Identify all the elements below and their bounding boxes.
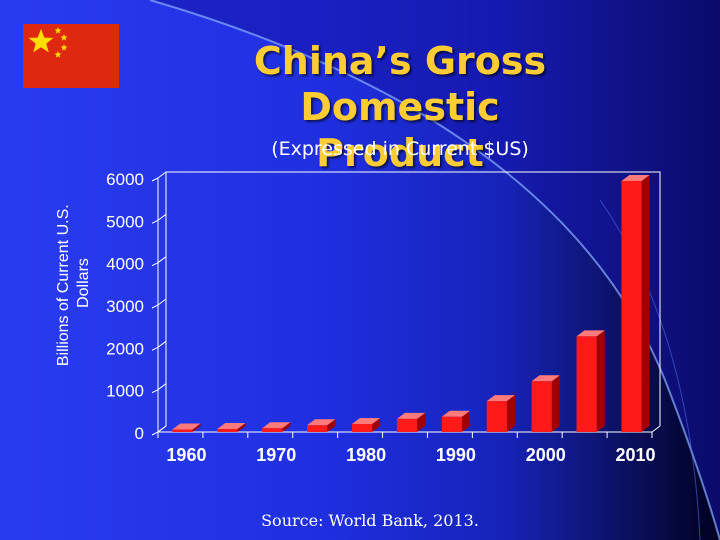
y-tick-label: 1000 <box>106 382 144 401</box>
bar-top <box>531 375 560 382</box>
y-tick-mark <box>151 171 167 182</box>
bar-top <box>262 422 291 429</box>
x-tick-label: 2000 <box>526 445 566 465</box>
x-tick-label: 1990 <box>436 445 476 465</box>
bar <box>531 375 560 432</box>
bar-front <box>621 180 642 432</box>
bar <box>217 423 246 432</box>
x-tick-label: 1970 <box>256 445 296 465</box>
bar <box>262 422 291 432</box>
bar <box>486 395 515 432</box>
bar <box>576 330 605 432</box>
bar-top <box>307 419 336 426</box>
bar-side <box>237 423 246 432</box>
bar-top <box>486 395 515 402</box>
y-tick-label: 3000 <box>106 297 144 316</box>
x-tick-label: 1980 <box>346 445 386 465</box>
bar <box>172 423 201 432</box>
bar-front <box>262 428 283 432</box>
bar-side <box>506 395 515 432</box>
bar-front <box>531 381 552 432</box>
bar <box>441 410 471 432</box>
bar <box>621 174 650 433</box>
y-tick-label: 4000 <box>106 255 144 274</box>
x-tick-label: 1960 <box>166 445 206 465</box>
bar-side <box>327 419 336 432</box>
bar-front <box>486 401 507 432</box>
china-flag-icon <box>23 24 119 88</box>
source-note: Source: World Bank, 2013. <box>261 511 479 530</box>
bar <box>307 419 336 432</box>
x-tick-label: 2010 <box>616 445 656 465</box>
y-tick-label: 2000 <box>106 339 144 358</box>
y-tick-mark <box>151 340 167 351</box>
bar-top <box>217 423 246 430</box>
y-tick-mark <box>151 256 167 267</box>
bar <box>351 417 381 432</box>
bar-front <box>217 429 238 432</box>
slide-title: China’s Gross Domestic Product <box>150 38 650 176</box>
bar-side <box>596 330 605 432</box>
y-tick-mark <box>151 298 167 309</box>
bar-top <box>351 417 381 424</box>
y-tick-label: 0 <box>135 424 144 443</box>
y-tick-label: 5000 <box>106 212 144 231</box>
y-tick-labels: 0 1000 2000 3000 4000 5000 6000 <box>106 170 144 443</box>
bar-front <box>307 425 328 432</box>
y-tick-label: 6000 <box>106 170 144 189</box>
bar-side <box>641 174 650 433</box>
bar-front <box>351 423 373 432</box>
y-axis-label-line-1: Billions of Current U.S. <box>55 204 72 366</box>
bar-side <box>417 412 426 432</box>
y-axis-label-line-2: Dollars <box>75 258 92 308</box>
y-axis-label: Billions of Current U.S. Dollars <box>55 200 92 366</box>
y-tick-mark <box>151 213 167 224</box>
bar <box>396 412 426 432</box>
bar-side <box>282 422 291 432</box>
chart-bars <box>172 174 650 433</box>
bar-top <box>576 330 605 337</box>
title-line-2: Product <box>316 131 484 175</box>
bar-front <box>441 416 463 432</box>
bar-side <box>192 423 201 432</box>
bar-front <box>172 429 193 432</box>
slide-subtitle: (Expressed in Current $US) <box>271 138 529 160</box>
bar-front <box>396 418 418 432</box>
bar-top <box>172 423 201 430</box>
y-tick-mark <box>151 425 167 436</box>
bar-top <box>396 412 426 419</box>
title-line-1: China’s Gross Domestic <box>253 39 547 129</box>
y-tick-mark <box>151 383 167 394</box>
bar-side <box>372 417 381 432</box>
bar-top <box>441 410 471 417</box>
bar-side <box>551 375 560 432</box>
x-tick-labels: 1960 1970 1980 1990 2000 2010 <box>166 445 655 465</box>
bar-top <box>621 174 650 181</box>
bar-side <box>462 410 471 432</box>
bar-front <box>576 336 597 432</box>
